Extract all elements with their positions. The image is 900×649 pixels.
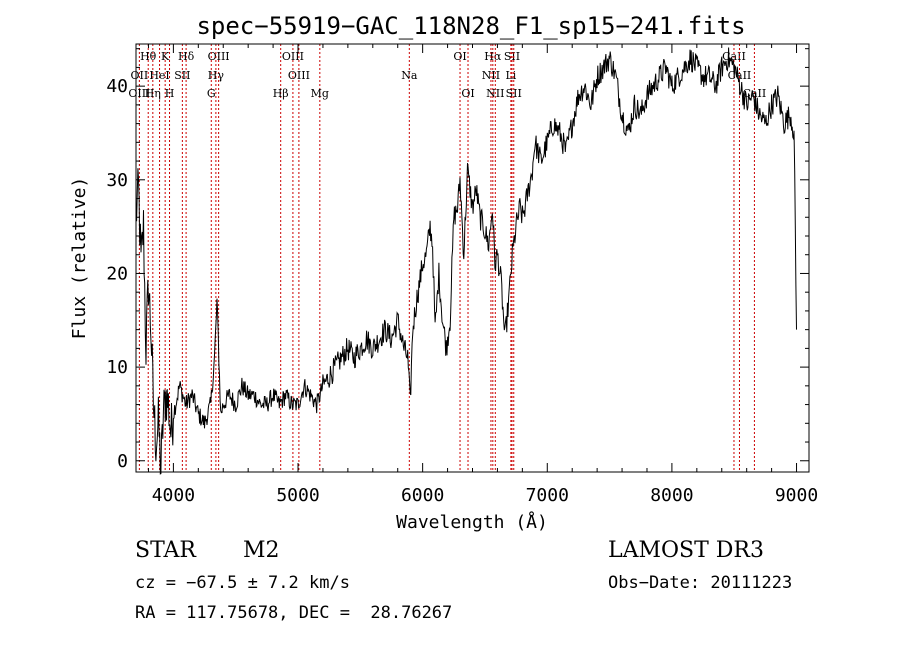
spectral-line-label: H [165, 87, 175, 100]
y-tick-label: 30 [106, 170, 128, 191]
spectral-line-label: Hδ [178, 50, 195, 63]
redshift-velocity: cz = −67.5 ± 7.2 km/s [135, 573, 350, 593]
spectrum-chart: spec−55919−GAC_118N28_F1_sp15−241.fits W… [69, 12, 818, 533]
spectral-line-label: SII [504, 50, 520, 63]
survey-name: LAMOST DR3 [608, 538, 764, 563]
y-tick-label: 10 [106, 357, 128, 378]
flux-series [135, 47, 797, 475]
spectral-line-label: SII [174, 69, 190, 82]
y-axis-label: Flux (relative) [69, 177, 90, 340]
spectral-line-label: NII [482, 69, 500, 82]
spectral-line-label: Mg [311, 87, 329, 100]
x-tick-label: 8000 [650, 485, 693, 506]
spectral-line-label: OIII [288, 69, 310, 82]
y-tick-label: 40 [106, 76, 128, 97]
spectral-line-label: Na [401, 69, 418, 82]
spectral-line-label: K [161, 50, 170, 63]
spectral-line-label: Hγ [208, 69, 225, 82]
spectral-line-label: Hα [484, 50, 502, 63]
x-tick-label: 7000 [526, 485, 569, 506]
x-tick-label: 4000 [152, 485, 195, 506]
spectral-line-label: Hθ [140, 50, 157, 63]
spectral-line-label: OI [461, 87, 474, 100]
spectral-line-label: NII [486, 87, 504, 100]
y-tick-label: 0 [117, 451, 128, 472]
axis-ticks: 4000 5000 6000 7000 8000 9000 0 10 20 30 40 [106, 44, 818, 506]
spectral-line-label: SII [506, 87, 522, 100]
x-tick-label: 5000 [276, 485, 319, 506]
spectral-line-label: Hη [145, 87, 161, 100]
spectral-line-label: OIII [128, 87, 150, 100]
spectral-line-label: Hβ [273, 87, 289, 100]
plot-frame [135, 43, 810, 473]
spectral-line-label: OIII [282, 50, 304, 63]
object-class: STAR [135, 538, 196, 563]
spectral-line-label: Li [505, 69, 516, 82]
x-tick-label: 6000 [401, 485, 444, 506]
spectral-line-label: OI [453, 50, 466, 63]
x-axis-label: Wavelength (Å) [396, 511, 548, 533]
x-tick-label: 9000 [775, 485, 818, 506]
spectral-line-label: G [207, 87, 216, 100]
y-tick-label: 20 [106, 263, 128, 284]
object-subclass: M2 [243, 538, 280, 563]
coordinates: RA = 117.75678, DEC = 28.76267 [135, 603, 453, 623]
spectral-line-label: HeI [149, 69, 169, 82]
spectral-line-label: OII [131, 69, 149, 82]
chart-title: spec−55919−GAC_118N28_F1_sp15−241.fits [196, 12, 745, 40]
flux-line [135, 47, 797, 475]
observation-date: Obs−Date: 20111223 [608, 573, 793, 593]
spectral-line-label: OIII [208, 50, 230, 63]
